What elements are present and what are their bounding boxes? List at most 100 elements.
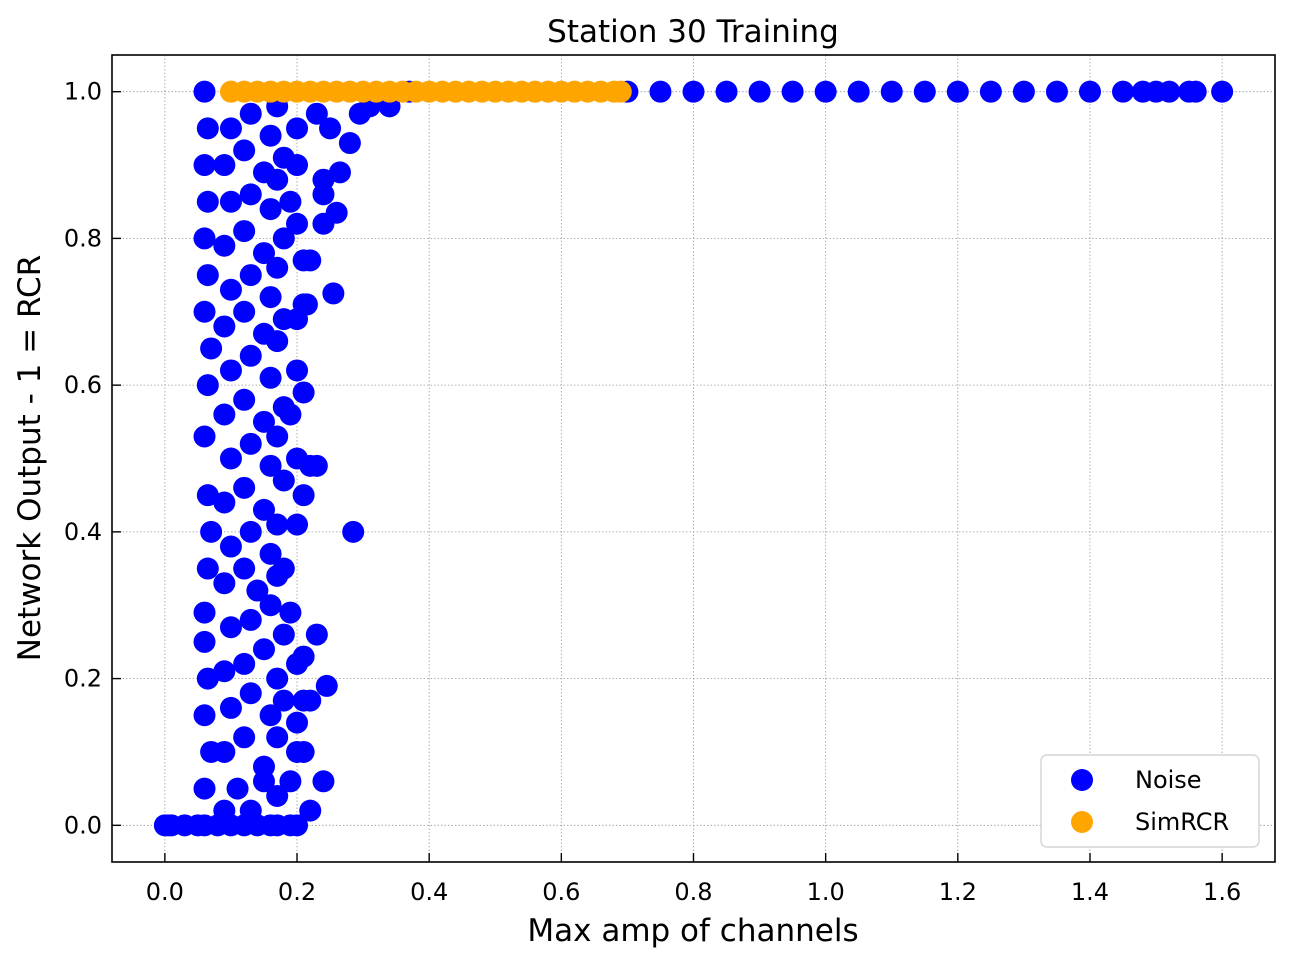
noise-point — [292, 381, 315, 404]
legend-noise-marker — [1071, 769, 1093, 791]
noise-point — [649, 80, 672, 103]
noise-point — [233, 220, 256, 243]
noise-point — [292, 645, 315, 668]
noise-point — [252, 498, 275, 521]
noise-point — [299, 249, 322, 272]
noise-point — [1045, 80, 1068, 103]
noise-point — [233, 300, 256, 323]
noise-point — [233, 388, 256, 411]
noise-point — [279, 601, 302, 624]
legend-simrcr-marker — [1071, 811, 1093, 833]
noise-point — [213, 234, 236, 257]
noise-point — [322, 282, 345, 305]
noise-point — [266, 513, 289, 536]
noise-point — [286, 359, 309, 382]
x-tick-label: 0.4 — [410, 878, 448, 906]
noise-point — [272, 469, 295, 492]
noise-point — [196, 374, 219, 397]
x-tick-label: 0.0 — [146, 878, 184, 906]
noise-point — [286, 154, 309, 177]
axis-ticks — [112, 90, 1223, 862]
noise-point — [1112, 80, 1135, 103]
noise-point — [1184, 80, 1207, 103]
noise-point — [946, 80, 969, 103]
noise-point — [196, 264, 219, 287]
noise-point — [259, 286, 282, 309]
chart-title: Station 30 Training — [547, 14, 839, 50]
noise-point — [239, 799, 262, 822]
noise-point — [196, 117, 219, 140]
noise-point — [305, 102, 328, 125]
x-tick-label: 0.6 — [542, 878, 580, 906]
noise-point — [213, 572, 236, 595]
noise-point — [252, 410, 275, 433]
noise-point — [233, 726, 256, 749]
noise-point — [193, 425, 216, 448]
noise-point — [193, 80, 216, 103]
noise-point — [880, 80, 903, 103]
noise-point — [259, 454, 282, 477]
noise-point — [239, 608, 262, 631]
series-simrcr — [219, 80, 632, 103]
noise-point — [299, 799, 322, 822]
noise-point — [252, 638, 275, 661]
legend: Noise SimRCR — [1040, 754, 1260, 848]
noise-point — [219, 190, 242, 213]
noise-point — [715, 80, 738, 103]
y-tick-label: 0.8 — [64, 224, 102, 252]
noise-point — [259, 594, 282, 617]
noise-point — [213, 740, 236, 763]
noise-point — [239, 183, 262, 206]
x-axis-label: Max amp of channels — [527, 913, 858, 949]
noise-point — [213, 799, 236, 822]
noise-point — [219, 447, 242, 470]
noise-point — [266, 256, 289, 279]
noise-point — [193, 154, 216, 177]
noise-point — [266, 425, 289, 448]
noise-point — [286, 212, 309, 235]
noise-point — [312, 168, 335, 191]
noise-point — [305, 454, 328, 477]
noise-point — [219, 535, 242, 558]
noise-point — [319, 117, 342, 140]
noise-point — [233, 476, 256, 499]
x-tick-label: 1.4 — [1071, 878, 1109, 906]
noise-point — [193, 227, 216, 250]
noise-point — [219, 696, 242, 719]
noise-point — [1158, 80, 1181, 103]
noise-point — [342, 520, 365, 543]
noise-point — [259, 542, 282, 565]
noise-point — [213, 403, 236, 426]
noise-point — [219, 117, 242, 140]
noise-point — [259, 124, 282, 147]
noise-point — [913, 80, 936, 103]
noise-point — [292, 740, 315, 763]
noise-point — [781, 80, 804, 103]
x-tick-label: 0.2 — [278, 878, 316, 906]
simrcr-point — [609, 80, 632, 103]
noise-point — [305, 623, 328, 646]
noise-point — [292, 484, 315, 507]
noise-point — [272, 557, 295, 580]
noise-point — [325, 201, 348, 224]
noise-point — [233, 139, 256, 162]
noise-point — [252, 161, 275, 184]
noise-point — [315, 674, 338, 697]
x-tick-label: 1.6 — [1203, 878, 1241, 906]
x-tick-label: 1.2 — [939, 878, 977, 906]
noise-point — [272, 689, 295, 712]
noise-point — [259, 704, 282, 727]
noise-point — [219, 616, 242, 639]
noise-point — [979, 80, 1002, 103]
y-tick-label: 0.6 — [64, 371, 102, 399]
noise-point — [213, 491, 236, 514]
noise-point — [259, 366, 282, 389]
noise-point — [279, 403, 302, 426]
x-tick-label: 1.0 — [807, 878, 845, 906]
noise-point — [682, 80, 705, 103]
noise-point — [193, 777, 216, 800]
noise-point — [252, 322, 275, 345]
noise-point — [1211, 80, 1234, 103]
noise-point — [286, 513, 309, 536]
noise-point — [338, 132, 361, 155]
